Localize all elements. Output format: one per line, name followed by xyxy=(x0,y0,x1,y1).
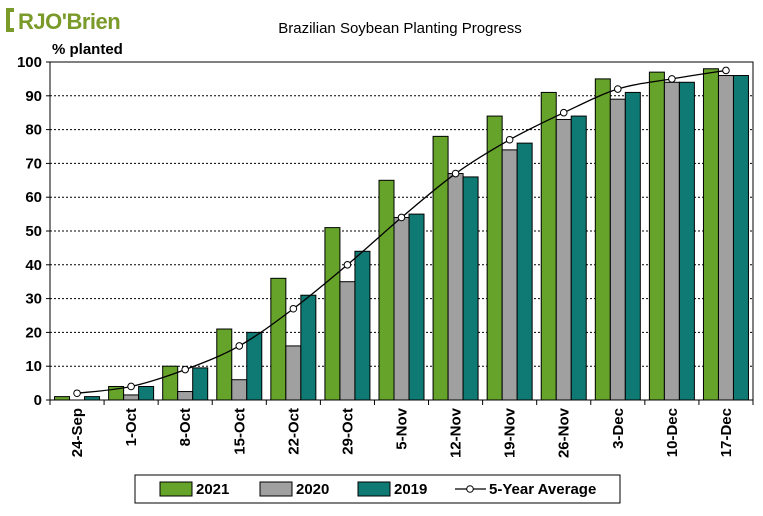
average-point xyxy=(451,169,460,178)
bar-2021 xyxy=(432,135,449,401)
average-point xyxy=(559,108,568,117)
bar-2019 xyxy=(570,115,587,401)
bar-2020 xyxy=(717,75,734,401)
average-point xyxy=(668,75,676,83)
average-point xyxy=(289,304,298,313)
bar-2019 xyxy=(84,396,101,401)
y-tick-label: 20 xyxy=(25,324,42,341)
bar-2021 xyxy=(162,365,179,401)
average-line-series xyxy=(73,66,730,398)
x-tick-label: 22-Oct xyxy=(285,408,302,455)
bar-2019 xyxy=(678,81,695,401)
x-tick-label: 3-Dec xyxy=(610,408,627,449)
average-point xyxy=(397,213,406,222)
average-point xyxy=(614,85,622,93)
bar-2020 xyxy=(609,98,626,401)
bar-2020 xyxy=(501,149,518,401)
x-tick-label: 26-Nov xyxy=(556,407,573,458)
x-tick-label: 8-Oct xyxy=(177,408,194,446)
bar-2020 xyxy=(231,379,248,401)
bar-2021 xyxy=(216,328,233,401)
brand-logo: RJO'Brien xyxy=(6,6,142,36)
bar-2019 xyxy=(732,75,749,401)
bar-2019 xyxy=(624,91,641,401)
legend-swatch-2021 xyxy=(159,481,193,497)
average-point xyxy=(235,342,244,350)
legend-swatch-2019 xyxy=(357,481,391,497)
bar-2021 xyxy=(54,396,71,401)
bar-2020 xyxy=(447,173,464,401)
legend-label-2020: 2020 xyxy=(296,481,329,498)
logo-graphic: RJO'Brien xyxy=(6,8,121,34)
x-tick-label: 29-Oct xyxy=(339,408,356,455)
legend-line-marker xyxy=(466,485,474,493)
y-tick-label: 40 xyxy=(25,257,42,274)
legend-label-5-year-average: 5-Year Average xyxy=(489,481,596,498)
average-point xyxy=(127,382,135,391)
bar-series xyxy=(54,68,749,401)
bar-2021 xyxy=(702,68,719,401)
bar-2020 xyxy=(339,281,356,401)
x-tick-label: 15-Oct xyxy=(231,408,248,455)
bar-2021 xyxy=(378,179,395,401)
x-tick-label: 24-Sep xyxy=(69,408,86,457)
legend-label-2021: 2021 xyxy=(196,481,229,498)
x-tick-label: 5-Nov xyxy=(394,407,411,449)
x-tick-label: 17-Dec xyxy=(718,408,735,457)
logo-mark-cut xyxy=(10,12,14,28)
y-tick-label: 30 xyxy=(25,291,42,308)
average-point xyxy=(722,66,730,75)
x-tick-label: 19-Nov xyxy=(502,407,519,458)
bar-2021 xyxy=(486,115,503,401)
legend: 2021 2020 2019 5-Year Average xyxy=(134,474,621,504)
logo-text: RJO'Brien xyxy=(18,9,120,34)
x-tick-label: 10-Dec xyxy=(664,408,681,457)
legend-swatch-2020 xyxy=(259,481,293,497)
y-tick-label: 60 xyxy=(25,189,42,206)
y-tick-label: 70 xyxy=(25,155,42,172)
x-tick-label: 1-Oct xyxy=(123,408,140,446)
bar-2021 xyxy=(648,71,665,401)
bar-2019 xyxy=(408,213,425,401)
bar-2019 xyxy=(138,385,155,401)
bar-2019 xyxy=(354,250,371,401)
bar-2021 xyxy=(270,277,287,401)
bar-2019 xyxy=(192,367,209,401)
bar-2019 xyxy=(300,294,317,401)
bar-2020 xyxy=(663,81,680,401)
bar-2021 xyxy=(324,227,341,401)
y-axis-label: % planted xyxy=(52,41,123,58)
bar-2020 xyxy=(285,345,302,401)
y-axis-ticks: 0 10 20 30 40 50 60 70 80 90 100 xyxy=(17,54,50,409)
y-tick-label: 80 xyxy=(25,122,42,139)
chart-title: Brazilian Soybean Planting Progress xyxy=(278,20,521,37)
y-tick-label: 50 xyxy=(25,223,42,240)
x-tick-label: 12-Nov xyxy=(448,407,465,458)
average-point xyxy=(181,365,189,374)
bar-2019 xyxy=(462,176,479,401)
bar-2020 xyxy=(393,216,410,401)
bar-2020 xyxy=(123,394,140,401)
bar-2020 xyxy=(555,118,572,401)
y-tick-label: 100 xyxy=(17,54,42,71)
y-tick-label: 90 xyxy=(25,88,42,105)
average-point xyxy=(343,261,352,269)
bar-2021 xyxy=(540,91,557,401)
y-tick-label: 10 xyxy=(25,358,42,375)
legend-label-2019: 2019 xyxy=(394,481,427,498)
bar-2019 xyxy=(246,331,263,401)
average-point xyxy=(73,389,81,398)
y-tick-label: 0 xyxy=(34,392,42,409)
bar-2019 xyxy=(516,142,533,401)
average-point xyxy=(505,135,514,144)
bar-2020 xyxy=(177,391,194,401)
bar-2021 xyxy=(594,78,611,401)
x-axis-ticks: 24-Sep 1-Oct 8-Oct 15-Oct 22-Oct 29-Oct 5-Nov 1… xyxy=(49,400,754,458)
